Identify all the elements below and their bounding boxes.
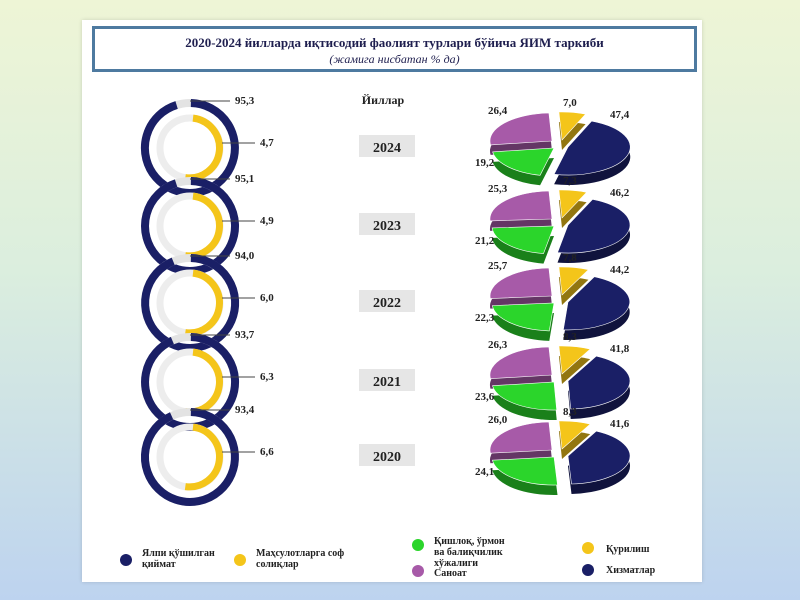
pie-label-services: 46,2 — [610, 187, 630, 199]
pie-slice-industry — [489, 112, 553, 146]
donut-taxes-label: 6,0 — [260, 292, 274, 304]
pie-slice-services — [562, 276, 630, 331]
year-row-2024 — [140, 99, 631, 197]
donut-taxes-label: 6,3 — [260, 371, 274, 383]
pie-slice-services — [567, 355, 631, 410]
donut-gva-label: 94,0 — [235, 250, 255, 262]
legend-item-industry: Саноат — [412, 565, 467, 579]
pie-slice-construction — [558, 111, 587, 141]
pie-label-agri: 23,6 — [475, 391, 495, 403]
donut-taxes-label: 4,9 — [260, 215, 274, 227]
donut-taxes-arc — [184, 348, 223, 416]
pie-label-industry: 26,3 — [488, 339, 508, 351]
legend-label-services: Хизматлар — [606, 565, 656, 576]
donut-taxes-arc — [184, 269, 223, 337]
legend-swatch-taxes — [234, 554, 246, 566]
pie-label-industry: 25,7 — [488, 260, 508, 272]
pie-slice-services — [553, 120, 631, 176]
pie-label-services: 44,2 — [610, 264, 630, 276]
pie-slice-construction — [558, 189, 588, 219]
pie-label-agri: 22,3 — [475, 312, 495, 324]
donut-gva-arc — [141, 254, 240, 352]
donut-gva-label: 95,1 — [235, 173, 254, 185]
pie-label-services: 47,4 — [610, 109, 630, 121]
pie-slice-services — [557, 198, 631, 254]
legend-item-construction: Қурилиш — [582, 542, 650, 555]
pie-label-agri: 19,2 — [475, 157, 495, 169]
chart-title: 2020-2024 йилларда иқтисодий фаолият тур… — [185, 35, 604, 50]
pie-label-construction: 8,3 — [563, 406, 577, 418]
pie-label-agri: 24,1 — [475, 466, 494, 478]
donut-gva-label: 95,3 — [235, 95, 255, 107]
pie-slice-agri — [491, 225, 555, 254]
pie-slice-construction — [558, 345, 591, 375]
donut-taxes-arc — [184, 192, 223, 260]
year-label: 2020 — [373, 450, 401, 465]
legend-label-taxes: солиқлар — [256, 559, 299, 570]
legend-swatch-gva — [120, 554, 132, 566]
year-box — [359, 135, 415, 157]
donut-gva-label: 93,7 — [235, 329, 255, 341]
legend-label-agri: хўжалиги — [434, 558, 478, 569]
legend-swatch-industry — [412, 565, 424, 577]
pie-label-services: 41,8 — [610, 343, 630, 355]
legend-label-industry: Саноат — [434, 568, 467, 579]
pie-label-industry: 25,3 — [488, 183, 508, 195]
legend-swatch-construction — [582, 542, 594, 554]
year-label: 2022 — [373, 296, 401, 311]
legend-label-gva: Ялпи қўшилган — [142, 548, 215, 559]
pie-slice-agri — [491, 302, 555, 332]
pie-slice-agri — [492, 381, 558, 411]
pie-label-industry: 26,0 — [488, 414, 508, 426]
pie-label-construction: 7,3 — [563, 175, 577, 187]
year-row-2020 — [141, 408, 631, 506]
donut-taxes-label: 4,7 — [260, 137, 274, 149]
donut-gva-label: 93,4 — [235, 404, 255, 416]
pie-slice-agri — [492, 456, 558, 486]
donut-gva-arc — [141, 408, 239, 506]
pie-slice-industry — [489, 421, 553, 454]
legend-swatch-services — [582, 564, 594, 576]
pie-slice-construction — [558, 420, 591, 450]
pie-slice-construction — [558, 266, 590, 296]
years-header: Йиллар — [362, 93, 405, 107]
pie-label-construction: 7,8 — [563, 252, 577, 264]
legend-item-services: Хизматлар — [582, 564, 656, 576]
year-box — [359, 369, 415, 391]
pie-slice-industry — [489, 190, 553, 222]
legend-label-construction: Қурилиш — [606, 544, 650, 555]
chart-title-box: 2020-2024 йилларда иқтисодий фаолият тур… — [92, 26, 697, 72]
donut-taxes-label: 6,6 — [260, 446, 274, 458]
donut-taxes-arc — [184, 423, 223, 491]
year-label: 2023 — [373, 219, 401, 234]
year-label: 2024 — [373, 141, 401, 156]
donut-gva-arc — [140, 99, 239, 197]
legend-swatch-agri — [412, 539, 424, 551]
pie-slice-industry — [489, 346, 553, 380]
legend-label-agri: ва балиқчилик — [434, 547, 503, 558]
pie-label-industry: 26,4 — [488, 105, 508, 117]
legend-label-agri: Қишлоқ, ўрмон — [434, 536, 505, 547]
pie-label-services: 41,6 — [610, 418, 630, 430]
year-box — [359, 213, 415, 235]
donut-taxes-arc — [184, 114, 223, 182]
year-box — [359, 290, 415, 312]
year-box — [359, 444, 415, 466]
pie-slice-industry — [489, 267, 553, 299]
chart-subtitle: (жамига нисбатан % да) — [329, 52, 460, 66]
pie-label-construction: 8,3 — [563, 331, 577, 343]
pie-label-construction: 7,0 — [563, 97, 577, 109]
pie-slice-agri — [492, 147, 555, 176]
year-row-2023 — [141, 177, 631, 275]
legend-label-taxes: Маҳсулотларга соф — [256, 548, 344, 559]
year-label: 2021 — [373, 375, 401, 390]
pie-slice-services — [567, 430, 631, 485]
legend-label-gva: қиймат — [142, 559, 176, 570]
pie-label-agri: 21,2 — [475, 235, 495, 247]
